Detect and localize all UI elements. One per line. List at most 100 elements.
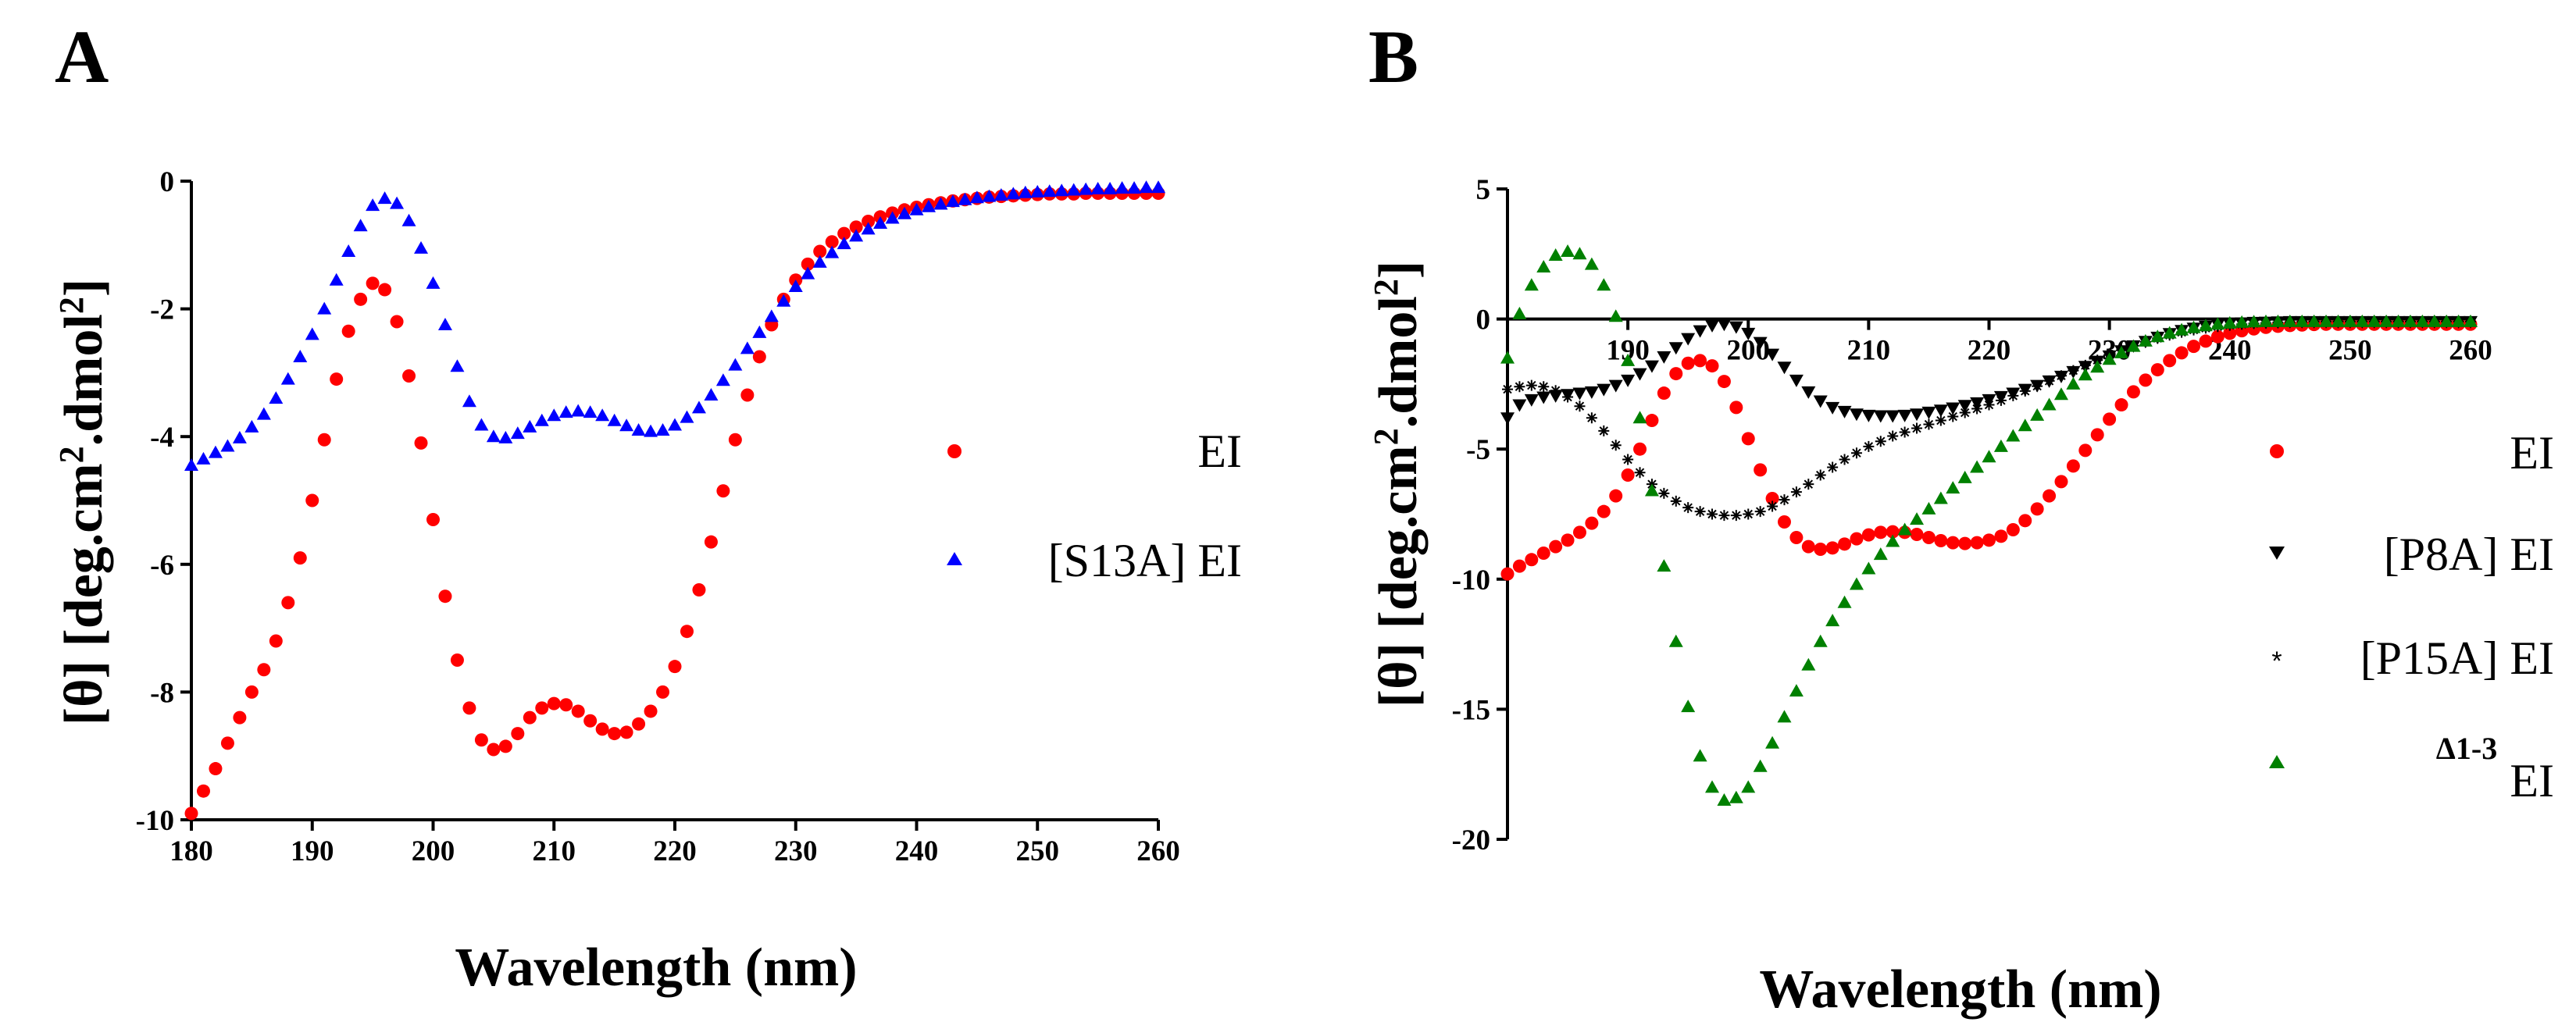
panel-b-data-point bbox=[1512, 399, 1527, 412]
panel-b-data-point bbox=[2032, 380, 2043, 392]
panel-b-data-point bbox=[1886, 534, 1900, 547]
panel-b-data-point bbox=[2175, 346, 2189, 360]
panel-b-data-point bbox=[2092, 354, 2103, 366]
panel-a-data-point bbox=[921, 199, 936, 212]
panel-b-data-point bbox=[1550, 385, 1561, 397]
panel-a-data-point bbox=[764, 309, 779, 322]
panel-b-data-point bbox=[1921, 530, 1936, 544]
panel-b-data-point bbox=[1874, 525, 1888, 539]
panel-b-legend-p15a-label: [P15A] EI bbox=[2360, 632, 2554, 684]
panel-a-data-point bbox=[632, 717, 646, 731]
panel-b-data-point bbox=[1585, 516, 1599, 530]
panel-b-data-point bbox=[1502, 383, 1513, 395]
panel-b-data-point bbox=[1741, 432, 1755, 446]
panel-a-x-tick-label: 180 bbox=[169, 835, 213, 867]
panel-b-data-point bbox=[2126, 339, 2141, 352]
panel-b-data-point bbox=[1500, 412, 1515, 426]
panel-a-data-point bbox=[994, 187, 1008, 201]
panel-b-data-point bbox=[1729, 401, 1743, 415]
panel-b-data-point bbox=[1622, 454, 1634, 465]
panel-a-data-point bbox=[438, 589, 452, 604]
panel-a-data-point bbox=[583, 714, 598, 728]
panel-b-data-point bbox=[1682, 502, 1694, 514]
panel-b-ylabel-part: 2 bbox=[1367, 279, 1405, 296]
panel-a-y-axis-title: [θ] [deg.cm2.dmol2] bbox=[52, 279, 115, 725]
panel-b-data-point bbox=[1850, 447, 1862, 459]
panel-b-data-point bbox=[2163, 354, 2177, 368]
panel-a-data-point bbox=[969, 191, 984, 204]
panel-b-data-point bbox=[1512, 306, 1527, 319]
panel-b-data-point bbox=[1886, 525, 1900, 539]
panel-b-data-point bbox=[1657, 559, 1672, 572]
panel-b-data-point bbox=[1561, 533, 1575, 547]
panel-b-data-point bbox=[1983, 399, 1995, 411]
panel-a-data-point bbox=[257, 663, 271, 677]
panel-b-data-point bbox=[1789, 684, 1804, 697]
panel-b-data-point bbox=[2150, 329, 2165, 343]
panel-b-data-point bbox=[2427, 314, 2442, 327]
panel-b: B -20-15-10-505190200210220230240250260 … bbox=[1367, 15, 2555, 1020]
panel-b-data-point bbox=[1717, 793, 1732, 807]
panel-a-data-point bbox=[281, 596, 295, 610]
panel-a-data-point bbox=[232, 430, 247, 443]
panel-b-legend-p8a-marker bbox=[2269, 547, 2285, 560]
panel-b-data-point bbox=[2331, 314, 2346, 327]
panel-b-data-point bbox=[1572, 247, 1587, 260]
panel-a-axes: -10 -8 -6 -4 -2 0 180 190 200 210 220 230 240 250 260 bbox=[136, 166, 1180, 867]
panel-b-x-tick-label: 220 bbox=[1968, 335, 2011, 367]
panel-b-data-point bbox=[1801, 386, 1816, 399]
panel-b-data-point bbox=[1957, 400, 1972, 413]
panel-a-data-point bbox=[1079, 182, 1094, 195]
panel-b-data-point bbox=[1995, 394, 2007, 406]
panel-b-data-point bbox=[1790, 486, 1802, 498]
panel-b-data-point bbox=[2066, 459, 2080, 473]
panel-b-data-point bbox=[1536, 546, 1550, 560]
panel-b-data-point bbox=[1957, 470, 1972, 483]
panel-b-data-point bbox=[2042, 397, 2057, 411]
panel-b-data-point bbox=[1958, 536, 1972, 550]
panel-b-data-point bbox=[1657, 386, 1671, 401]
panel-a-data-point bbox=[535, 701, 549, 715]
panel-b-data-point bbox=[1873, 410, 1888, 423]
panel-a-data-point bbox=[885, 211, 900, 224]
panel-a-data-point bbox=[716, 484, 730, 498]
panel-b-data-point bbox=[1705, 359, 1719, 373]
panel-a-x-tick-label: 230 bbox=[774, 835, 818, 867]
panel-b-data-point bbox=[2464, 314, 2478, 327]
panel-b-legend-delta-superscript: Δ1-3 bbox=[2436, 731, 2497, 766]
panel-a-y-tick-label: -10 bbox=[136, 805, 174, 837]
panel-a-data-point bbox=[437, 318, 452, 331]
panel-b-data-point bbox=[2030, 408, 2045, 421]
panel-b-data-point bbox=[2186, 320, 2201, 333]
panel-b-data-point bbox=[1693, 354, 1707, 368]
panel-a-data-point bbox=[256, 407, 271, 420]
panel-b-data-point bbox=[1500, 567, 1515, 581]
panel-b-data-point bbox=[1668, 342, 1683, 355]
panel-b-data-point bbox=[2198, 319, 2213, 332]
panel-b-data-point bbox=[1693, 325, 1707, 338]
panel-a-x-tick-label: 220 bbox=[653, 835, 697, 867]
panel-b-data-point bbox=[1910, 408, 1925, 422]
panel-b-data-point bbox=[1705, 780, 1720, 793]
panel-a-data-point bbox=[728, 433, 742, 447]
panel-b-data-point bbox=[1644, 483, 1659, 497]
panel-a-ylabel-part: 2 bbox=[52, 297, 91, 314]
panel-b-legend: EI [P8A] EI * [P15A] EI Δ1-3 EI bbox=[2269, 427, 2554, 807]
panel-a-data-point bbox=[680, 410, 694, 423]
panel-b-data-point bbox=[2187, 340, 2201, 354]
panel-b-data-point bbox=[1645, 414, 1659, 428]
panel-b-data-point bbox=[2126, 385, 2140, 399]
panel-b-data-point bbox=[2079, 359, 2091, 371]
panel-b-data-point bbox=[1524, 278, 1539, 291]
panel-b-data-point bbox=[1910, 527, 1924, 541]
panel-b-data-point bbox=[1597, 383, 1611, 397]
panel-a-data-point bbox=[341, 324, 355, 338]
panel-a-data-point bbox=[401, 213, 416, 226]
panel-b-y-tick-label: 5 bbox=[1476, 174, 1491, 206]
panel-a-data-point bbox=[873, 215, 888, 229]
panel-b-legend-delta-marker bbox=[2269, 755, 2285, 768]
panel-b-data-point bbox=[1946, 402, 1961, 415]
panel-b-data-point bbox=[1946, 536, 1960, 550]
panel-a-y-tick-label: -8 bbox=[150, 677, 174, 709]
